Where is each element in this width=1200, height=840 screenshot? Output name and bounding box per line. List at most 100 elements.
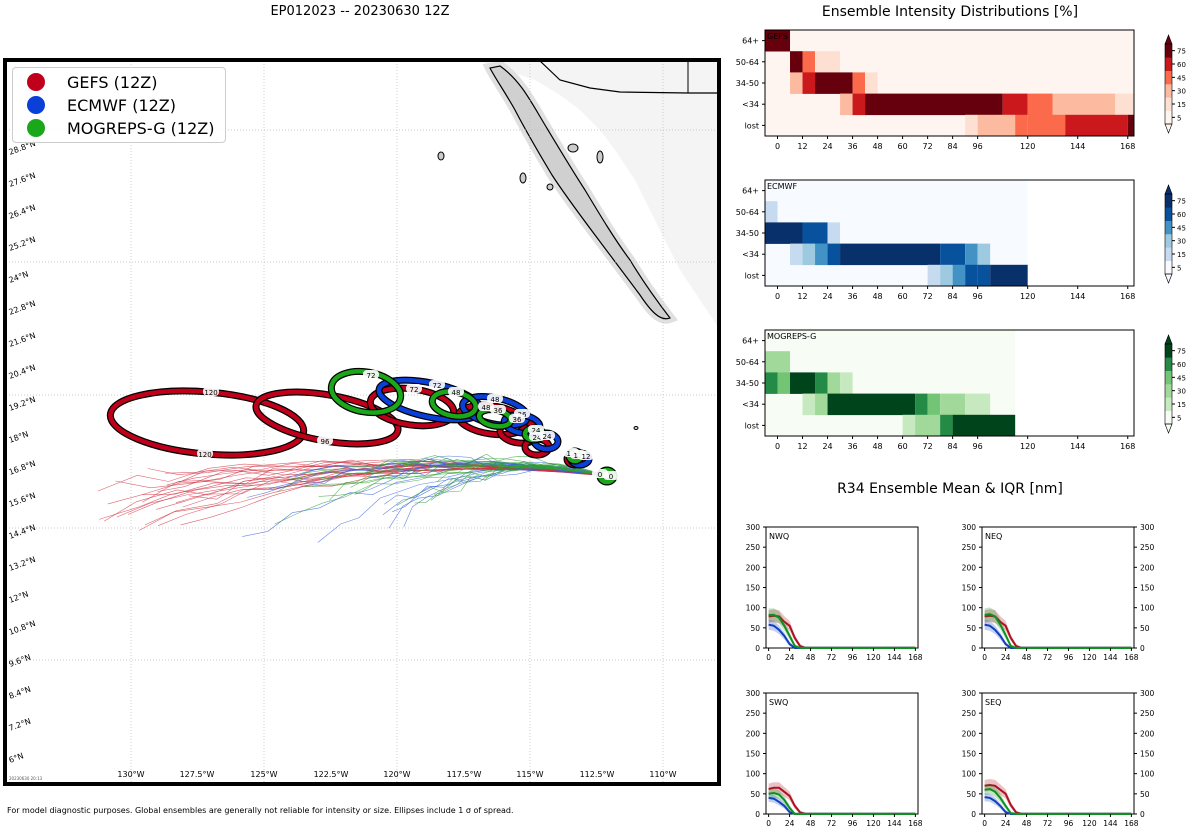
colorbar-arrow-bottom [1164,123,1173,134]
forecast-hour-label: 0 [609,473,613,481]
r34-x-tick-label: 72 [1043,653,1053,662]
r34-y-tick-label: 200 [746,729,761,738]
r34-x-tick-label: 0 [766,819,771,828]
x-tick-label: 60 [897,142,907,151]
heatmap-cell [815,51,841,73]
heatmap-cell [865,93,1003,116]
heatmap-cell [840,93,853,116]
r34-x-tick-label: 120 [866,653,881,662]
heatmap-cell [790,372,816,394]
colorbar-arrow-top [1164,334,1173,345]
ecmwf-legend-marker [27,96,45,114]
heatmap-cell [1065,114,1128,137]
heatmap-cell [827,372,841,394]
heatmap-cell [802,393,816,416]
lon-tick: 120°W [383,770,410,779]
lon-tick-labels: 130°W 127.5°W 125°W 122.5°W 120°W 117.5°W 115°… [117,770,676,779]
x-tick-label: 24 [822,292,832,301]
map-title: EP012023 -- 20230630 12Z [270,4,450,19]
ensemble-track [311,464,608,487]
heatmap-cell [815,372,828,394]
lat-tick: 8.4°N [8,685,32,701]
r34-x-tick-label: 168 [908,819,923,828]
footnote: For model diagnostic purposes. Global en… [7,806,514,815]
forecast-hour-label: 24 [532,427,541,435]
r34-y-tick-label: 300 [746,689,761,698]
heatmap-cell [790,51,803,73]
forecast-hour-label: 48 [482,404,491,412]
heatmap-cell [940,393,966,416]
heatmap-cell [827,222,841,244]
x-tick-label: 168 [1120,442,1135,451]
r34-title: R34 Ensemble Mean & IQR [nm] [837,481,1063,497]
x-tick-label: 24 [822,442,832,451]
lat-tick: 21.6°N [8,331,37,349]
heatmap-cell [1115,93,1134,116]
r34-y-tick-label-right: 250 [1140,543,1155,552]
ensemble-track [107,464,608,505]
r34-x-tick-label: 120 [1082,819,1097,828]
r34-y-tick-label: 50 [750,790,760,799]
r34-y-tick-label: 0 [755,644,760,653]
r34-y-tick-label-right: 150 [1140,750,1155,759]
heatmap-cell [852,93,866,116]
map-frame [3,58,721,786]
lon-tick: 117.5°W [447,770,482,779]
r34-y-tick-label-right: 300 [1140,689,1155,698]
r34-y-tick-label: 250 [962,543,977,552]
lat-tick-labels: 6°N 7.2°N 8.4°N 9.6°N 10.8°N 12°N 13.2°N 14.4°N… [8,139,37,765]
lat-tick: 25.2°N [8,235,37,253]
forecast-hour-label: 96 [321,438,330,446]
r34-x-tick-label: 144 [1103,819,1118,828]
r34-y-tick-label: 100 [962,604,977,613]
r34-quadrant-label: SWQ [769,698,788,707]
colorbar-arrow-top [1164,34,1173,45]
heatmap-cell [765,372,778,394]
heatmap-cell [790,243,803,266]
x-tick-label: 96 [973,292,983,301]
heatmap-cell [990,264,1028,287]
heatmap-cell [840,372,853,394]
colorbar-tick-label: 5 [1177,414,1181,422]
map-legend: GEFS (12Z) ECMWF (12Z) MOGREPS-G (12Z) [12,67,226,143]
colorbar-arrow-top [1164,184,1173,195]
colorbar-segment [1165,97,1172,111]
intensity-heatmaps: GEFS 64+ 50-64 34-50 <34 lost 0 12 24 36 48 60 72 84 9… [736,29,1186,451]
x-tick-label: 72 [923,442,933,451]
colorbar-segment [1165,84,1172,98]
heatmap-cell [1002,93,1028,116]
heatmap-cell [915,414,941,437]
lat-tick: 16.8°N [8,459,37,477]
heatmap-cell [852,72,866,94]
forecast-hour-label: 36 [513,416,522,424]
x-tick-label: 0 [775,442,780,451]
heatmap-cell [802,51,816,73]
r34-y-tick-label: 0 [755,810,760,819]
r34-y-tick-label: 200 [746,563,761,572]
r34-x-tick-label: 72 [827,653,837,662]
lon-tick: 112.5°W [580,770,615,779]
r34-y-tick-label: 50 [750,624,760,633]
colorbar-segment [1165,234,1172,248]
lon-tick: 115°W [516,770,543,779]
heatmap-cell [765,201,778,223]
r34-x-tick-label: 144 [1103,653,1118,662]
lon-tick: 125°W [250,770,277,779]
lon-tick: 127.5°W [180,770,215,779]
colorbar-tick-label: 75 [1177,348,1186,356]
row-label: <34 [742,250,759,259]
r34-y-tick-label: 300 [962,523,977,532]
x-tick-label: 24 [822,142,832,151]
colorbar-tick-label: 15 [1177,101,1186,109]
heatmap-cell [865,72,878,94]
heatmap-cell [802,72,816,94]
r34-x-tick-label: 48 [806,653,816,662]
ensemble-track [286,458,608,481]
colorbar-tick-label: 60 [1177,61,1186,69]
colorbar-segment [1165,384,1172,398]
x-tick-label: 96 [973,142,983,151]
x-tick-label: 168 [1120,292,1135,301]
lon-tick: 130°W [117,770,144,779]
colorbar-segment [1165,207,1172,221]
r34-y-tick-label-right: 50 [1140,790,1150,799]
